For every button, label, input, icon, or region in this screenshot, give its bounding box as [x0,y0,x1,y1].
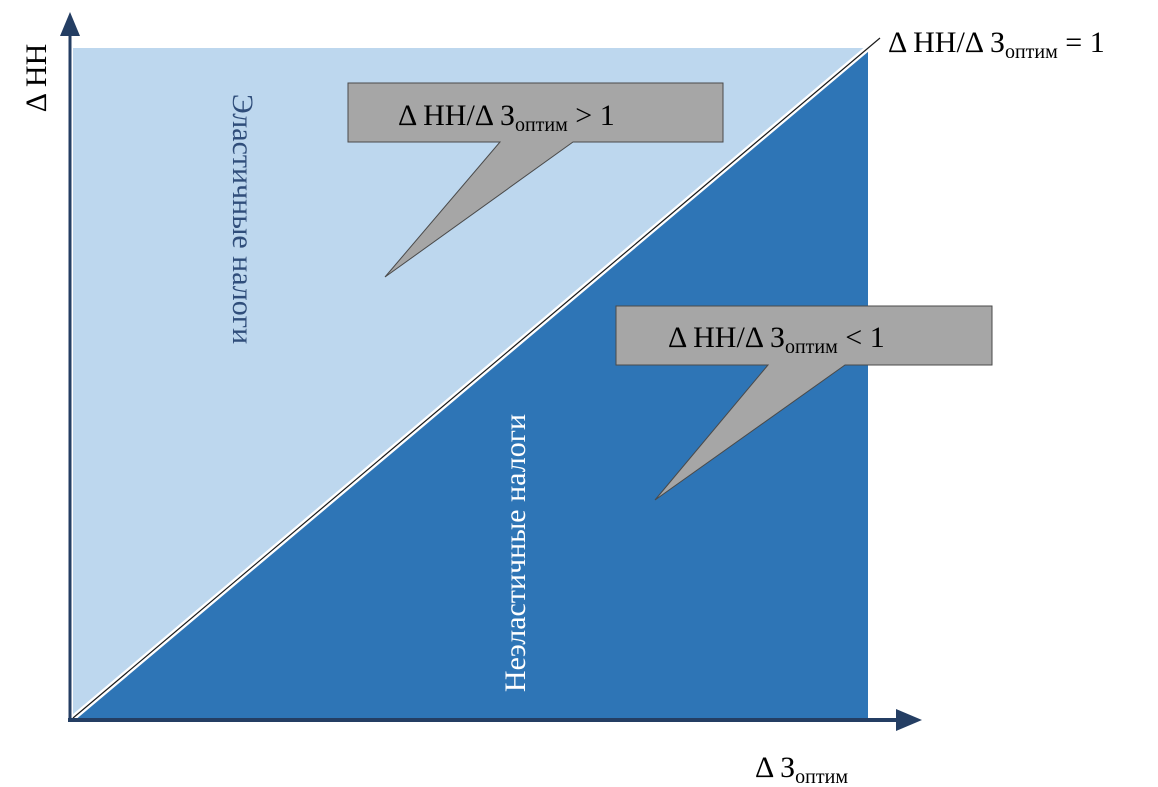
unit-line-label: Δ НН/Δ Зоптим = 1 [888,26,1105,63]
x-axis-label: Δ Зоптим [755,751,848,787]
unit-line-label-main: Δ НН/Δ З [888,26,1005,59]
x-axis-label-main: Δ З [755,751,795,784]
x-axis-label-sub: оптим [795,766,848,787]
elastic-region-label: Эластичные налоги [226,94,259,344]
inelastic-region-label: Неэластичные налоги [499,414,532,692]
unit-elasticity-line [72,37,881,719]
unit-line-label-tail: = 1 [1058,26,1105,59]
y-axis-arrow-icon [60,12,80,36]
unit-line-label-sub: оптим [1005,41,1058,63]
x-axis-arrow-icon [896,709,922,731]
callout-elastic-text: Δ НН/Δ Зоптим > 1 [398,99,615,136]
y-axis-label: Δ НН [20,44,53,112]
callout-inelastic: Δ НН/Δ Зоптим < 1 [615,305,993,501]
callout-elastic: Δ НН/Δ Зоптим > 1 [347,82,724,278]
callout-inelastic-text: Δ НН/Δ Зоптим < 1 [668,321,885,358]
